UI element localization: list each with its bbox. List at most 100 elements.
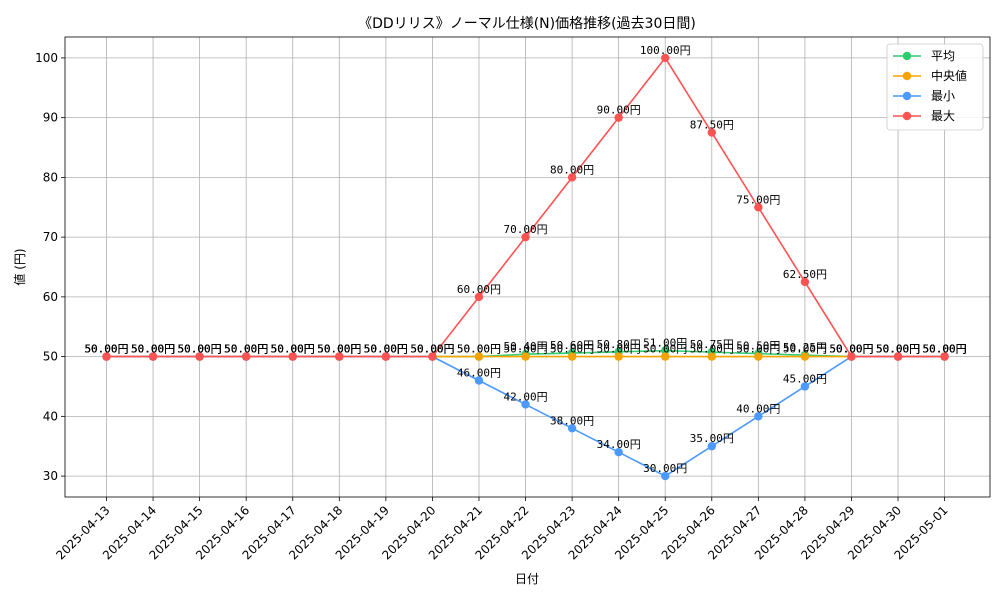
x-axis-title: 日付 — [515, 572, 539, 586]
data-point — [893, 352, 903, 361]
data-label: 50.00円 — [550, 343, 594, 356]
legend-label: 最小 — [931, 89, 955, 103]
grid — [65, 37, 990, 497]
data-labels: 50.00円 50.00円 50.00円 50.00円 50.00円 50.00円 50.0… — [84, 44, 966, 475]
data-label: 50.00円 — [131, 343, 175, 356]
data-point — [661, 471, 670, 481]
data-label: 34.00円 — [597, 438, 641, 451]
data-point — [102, 352, 111, 361]
data-label: 50.00円 — [317, 343, 361, 356]
axes: 2025-04-132025-04-142025-04-152025-04-16… — [35, 36, 991, 562]
data-label: 50.00円 — [364, 343, 408, 356]
legend-marker — [902, 71, 912, 81]
data-label: 60.00円 — [457, 283, 501, 296]
data-label: 50.00円 — [178, 343, 222, 356]
data-label: 35.00円 — [690, 432, 734, 445]
data-point — [195, 352, 204, 361]
data-point — [800, 277, 810, 287]
data-label: 50.00円 — [829, 343, 873, 356]
data-point — [614, 113, 623, 122]
chart-title: 《DDリリス》ノーマル仕様(N)価格推移(過去30日間) — [358, 16, 696, 32]
data-label: 50.00円 — [317, 343, 361, 356]
data-label: 40.00円 — [736, 402, 780, 415]
data-point — [241, 352, 251, 361]
data-point — [614, 352, 623, 361]
data-label: 50.00円 — [271, 343, 315, 356]
data-point — [614, 447, 623, 457]
data-point — [707, 352, 716, 361]
data-label: 50.00円 — [923, 343, 967, 356]
y-axis-title: 値 (円) — [12, 248, 27, 285]
data-point — [940, 352, 949, 361]
data-point — [474, 352, 484, 361]
data-label: 50.25円 — [783, 341, 827, 354]
legend-label: 平均 — [931, 49, 955, 63]
legend-label: 中央値 — [931, 68, 967, 83]
y-tick-label: 40 — [43, 409, 58, 423]
data-label: 50.00円 — [364, 343, 408, 356]
y-tick-label: 50 — [43, 350, 58, 364]
data-point — [754, 352, 763, 361]
y-tick-label: 100 — [35, 51, 58, 65]
data-label: 50.50円 — [736, 340, 780, 353]
data-point — [288, 352, 297, 361]
data-point — [521, 352, 530, 361]
data-label: 70.00円 — [503, 223, 547, 236]
data-label: 87.50円 — [690, 119, 734, 132]
data-point — [707, 442, 716, 451]
data-label: 50.00円 — [178, 343, 222, 356]
data-label: 50.00円 — [410, 343, 454, 356]
data-point — [567, 173, 577, 182]
data-label: 50.00円 — [271, 343, 315, 356]
data-point — [428, 352, 437, 361]
data-label: 50.00円 — [84, 343, 128, 356]
data-label: 50.00円 — [84, 343, 128, 356]
data-point — [474, 376, 484, 385]
data-label: 50.00円 — [457, 343, 501, 356]
data-label: 50.00円 — [364, 343, 408, 356]
legend-marker — [902, 111, 912, 121]
data-label: 50.75円 — [690, 338, 734, 351]
data-label: 50.00円 — [597, 343, 641, 356]
data-label: 50.00円 — [271, 343, 315, 356]
data-point — [661, 346, 670, 355]
data-label: 50.00円 — [224, 343, 268, 356]
legend-marker — [902, 51, 912, 61]
series-lines — [102, 53, 949, 481]
data-label: 50.00円 — [410, 343, 454, 356]
legend-marker — [902, 91, 912, 101]
legend-box — [886, 43, 984, 131]
data-label: 50.00円 — [224, 343, 268, 356]
data-label: 50.00円 — [224, 343, 268, 356]
data-label: 50.00円 — [131, 343, 175, 356]
data-label: 50.00円 — [736, 343, 780, 356]
data-label: 50.00円 — [457, 343, 501, 356]
data-point — [800, 382, 810, 391]
legend-label: 最大 — [931, 109, 955, 123]
data-label: 45.00円 — [783, 372, 827, 385]
data-point — [707, 128, 716, 137]
data-label: 42.00円 — [503, 390, 547, 403]
data-point — [661, 53, 670, 63]
data-label: 50.00円 — [876, 343, 920, 356]
y-tick-label: 30 — [43, 469, 58, 483]
data-label: 50.00円 — [131, 343, 175, 356]
data-point — [521, 232, 530, 242]
data-label: 50.00円 — [829, 343, 873, 356]
data-point — [148, 352, 158, 361]
data-label: 50.60円 — [550, 339, 594, 352]
data-label: 50.00円 — [178, 343, 222, 356]
y-tick-label: 70 — [43, 230, 58, 244]
data-point — [474, 292, 484, 302]
data-label: 75.00円 — [736, 193, 780, 206]
data-label: 50.00円 — [923, 343, 967, 356]
data-point — [381, 352, 391, 361]
data-point — [754, 203, 763, 212]
data-label: 50.00円 — [178, 343, 222, 356]
data-label: 51.00円 — [643, 337, 687, 350]
data-label: 50.00円 — [876, 343, 920, 356]
data-label: 50.00円 — [923, 343, 967, 356]
y-tick-label: 60 — [43, 290, 58, 304]
